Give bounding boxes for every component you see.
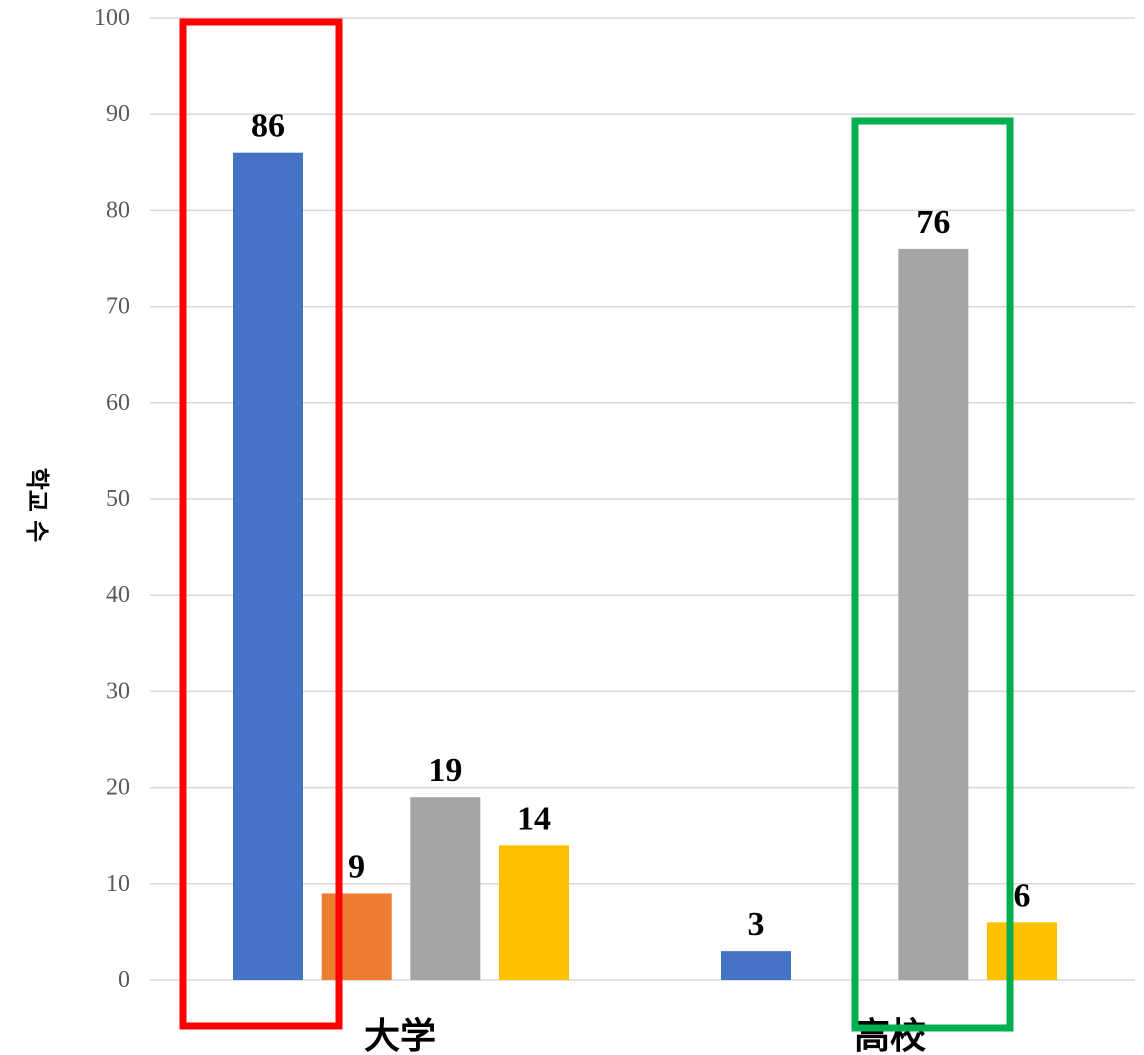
highlight-boxes <box>179 18 1014 1032</box>
y-tick-label: 100 <box>94 5 130 31</box>
bar <box>410 797 481 980</box>
y-tick-label: 20 <box>106 775 130 801</box>
y-tick-label: 0 <box>118 967 130 993</box>
y-tick-label: 80 <box>106 197 130 223</box>
category-label: 大学 <box>364 1015 436 1055</box>
gridlines <box>150 17 1135 981</box>
data-label: 86 <box>251 108 285 145</box>
data-labels: 86 9 19 76 14 6 3 <box>251 108 1031 943</box>
y-tick-label: 50 <box>106 486 130 512</box>
data-label: 9 <box>348 848 365 885</box>
y-tick-label: 40 <box>106 582 130 608</box>
bar <box>721 951 791 980</box>
bar <box>233 152 303 980</box>
bars <box>233 152 1058 980</box>
highlight-box <box>179 18 343 1030</box>
data-label: 76 <box>916 204 950 241</box>
y-tick-label: 30 <box>106 678 130 704</box>
y-tick-label: 60 <box>106 390 130 416</box>
y-axis-label: 학교 수 <box>23 468 51 543</box>
data-label: 19 <box>428 752 462 789</box>
data-label: 14 <box>517 800 551 837</box>
y-axis-ticks: 0 10 20 30 40 50 60 70 80 90 100 <box>94 5 130 993</box>
category-label: 高校 <box>854 1016 926 1055</box>
bar <box>321 893 392 980</box>
data-label: 6 <box>1014 877 1031 914</box>
category-labels: 大学 高校 <box>364 1015 926 1055</box>
y-tick-label: 70 <box>106 294 130 320</box>
y-tick-label: 10 <box>106 871 130 897</box>
data-label: 3 <box>748 906 765 943</box>
bar <box>499 845 570 980</box>
bar <box>898 248 969 980</box>
highlight-box <box>851 117 1014 1032</box>
y-tick-label: 90 <box>106 101 130 127</box>
bar <box>987 922 1058 980</box>
